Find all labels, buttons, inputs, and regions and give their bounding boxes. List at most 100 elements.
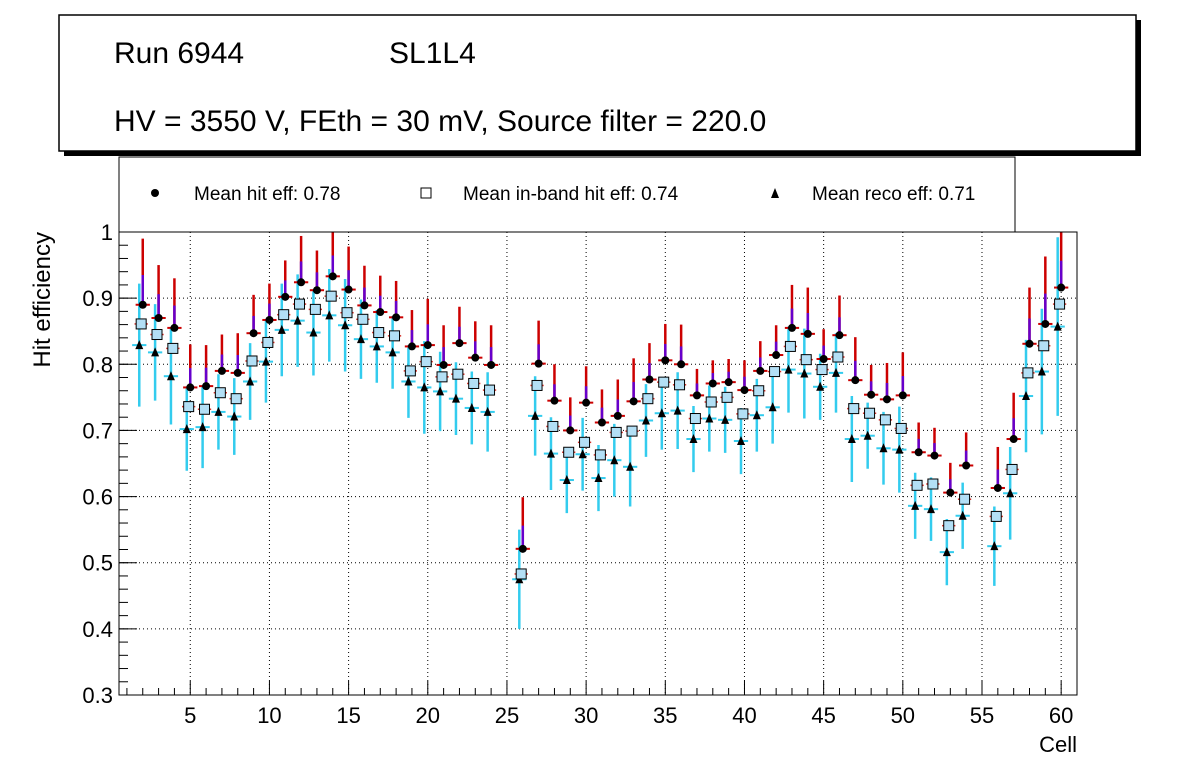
- reco-point: [958, 510, 967, 520]
- hit-point: [1009, 435, 1018, 444]
- inband-point: [278, 309, 290, 321]
- hit-point: [154, 313, 163, 322]
- reco-point: [800, 368, 809, 378]
- hit-point: [138, 300, 147, 309]
- inband-point: [1006, 463, 1018, 475]
- reco-point: [673, 405, 682, 415]
- reco-point: [990, 541, 999, 551]
- hit-point: [170, 323, 179, 332]
- inband-point: [626, 425, 638, 437]
- data-marks: [132, 232, 1069, 629]
- y-tick-label: 0.3: [82, 683, 113, 708]
- hit-point: [851, 376, 860, 385]
- hit-point: [645, 375, 654, 384]
- reco-point: [784, 364, 793, 374]
- y-tick-label: 0.9: [82, 286, 113, 311]
- inband-point: [262, 336, 274, 348]
- reco-point: [1006, 488, 1015, 498]
- reco-point: [768, 402, 777, 412]
- reco-point: [388, 347, 397, 357]
- hit-point: [471, 353, 480, 362]
- inband-point: [816, 364, 828, 376]
- inband-point: [199, 403, 211, 415]
- reco-point: [483, 406, 492, 416]
- run-label: Run 6944: [114, 37, 244, 70]
- y-tick-label: 0.5: [82, 551, 113, 576]
- inband-point: [468, 377, 480, 389]
- inband-point: [800, 354, 812, 366]
- hit-point: [661, 356, 670, 365]
- hit-point: [597, 418, 606, 427]
- inband-point: [1054, 298, 1066, 310]
- hit-point: [439, 360, 448, 369]
- reco-point: [816, 381, 825, 391]
- reco-point: [942, 547, 951, 557]
- x-axis-ticks: 5 10 15 20 25 30 35 40 45 50 55 60: [126, 681, 1073, 728]
- hit-point: [803, 329, 812, 338]
- legend-hit-label: Mean hit eff: 0.78: [194, 184, 340, 205]
- inband-point: [420, 356, 432, 368]
- reco-point: [151, 347, 160, 357]
- y-axis-label: Hit efficiency: [29, 232, 56, 368]
- hit-point: [392, 313, 401, 322]
- reco-point: [927, 504, 936, 514]
- hit-point: [772, 351, 781, 360]
- inband-point: [927, 478, 939, 490]
- hit-point: [867, 390, 876, 399]
- reco-point: [1053, 321, 1062, 331]
- inband-point: [151, 329, 163, 341]
- inband-point: [484, 384, 496, 396]
- inband-point: [594, 449, 606, 461]
- inband-point: [294, 298, 306, 310]
- inband-point: [642, 393, 654, 405]
- inband-point: [674, 379, 686, 391]
- inband-point: [531, 379, 543, 391]
- reco-point: [895, 444, 904, 454]
- hit-point: [281, 292, 290, 301]
- reco-point: [689, 434, 698, 444]
- reco-point: [356, 334, 365, 344]
- hit-point: [423, 341, 432, 350]
- x-tick-label: 25: [495, 703, 519, 728]
- reco-point: [372, 341, 381, 351]
- conditions-label: HV = 3550 V, FEth = 30 mV, Source filter…: [114, 105, 766, 138]
- reco-point: [230, 411, 239, 421]
- hit-point: [376, 308, 385, 317]
- inband-point: [167, 342, 179, 354]
- inband-point: [705, 396, 717, 408]
- hit-point: [518, 544, 527, 553]
- inband-point: [325, 290, 337, 302]
- reco-point: [657, 408, 666, 418]
- inband-point: [135, 318, 147, 330]
- reco-point: [736, 436, 745, 446]
- reco-point: [1037, 366, 1046, 376]
- reco-point: [531, 410, 540, 420]
- hit-point: [819, 354, 828, 363]
- hit-point: [930, 451, 939, 460]
- inband-point: [848, 403, 860, 415]
- reco-point: [594, 473, 603, 483]
- hit-point: [233, 368, 242, 377]
- reco-point: [546, 448, 555, 458]
- reco-point: [610, 455, 619, 465]
- reco-point: [135, 340, 144, 350]
- hit-point: [724, 378, 733, 387]
- hit-point: [882, 395, 891, 404]
- hit-point: [487, 360, 496, 369]
- reco-point: [198, 422, 207, 432]
- x-tick-label: 55: [970, 703, 994, 728]
- hit-point: [328, 272, 337, 281]
- reco-point: [626, 461, 635, 471]
- x-tick-label: 35: [653, 703, 677, 728]
- inband-point: [658, 376, 670, 388]
- reco-point: [214, 406, 223, 416]
- x-tick-label: 50: [891, 703, 915, 728]
- hit-point: [202, 382, 211, 391]
- y-tick-label: 0.8: [82, 352, 113, 377]
- inband-point: [1022, 367, 1034, 379]
- inband-point: [1038, 340, 1050, 352]
- inband-point: [357, 313, 369, 325]
- x-tick-label: 30: [574, 703, 598, 728]
- layer-label: SL1L4: [389, 37, 476, 70]
- hit-point: [993, 483, 1002, 492]
